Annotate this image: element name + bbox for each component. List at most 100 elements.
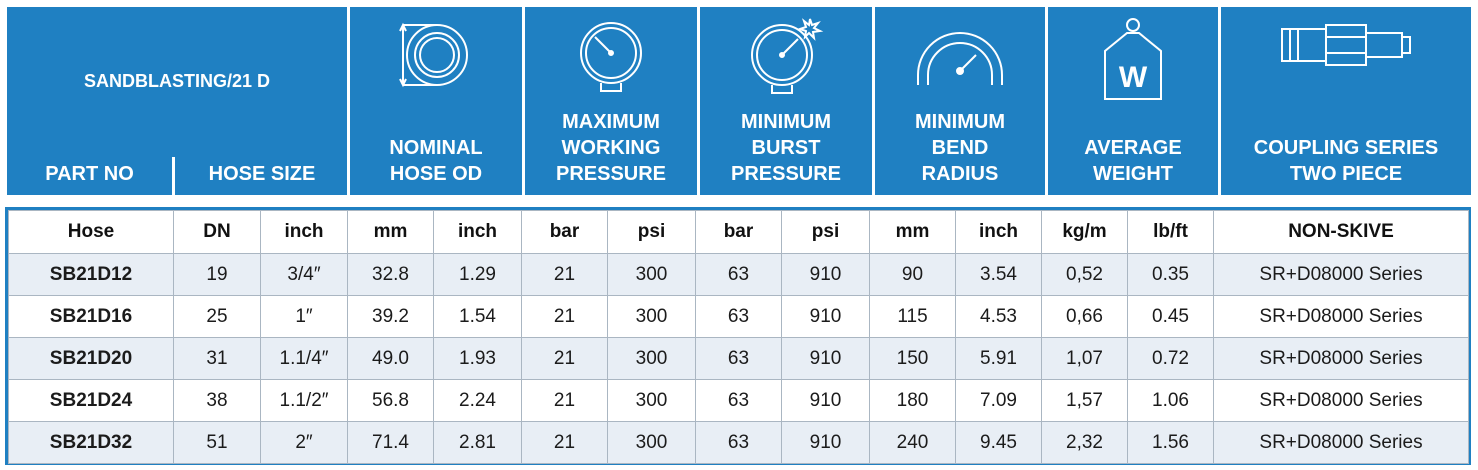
- table-cell: 21: [521, 421, 608, 464]
- part-number-cell: SB21D12: [8, 253, 174, 296]
- unit-cell: bar: [521, 210, 608, 254]
- table-cell: 2.81: [433, 421, 522, 464]
- table-cell: 21: [521, 379, 608, 422]
- table-cell: SR+D08000 Series: [1213, 337, 1469, 380]
- header-title-cell: SANDBLASTING/21 D PART NO HOSE SIZE: [7, 7, 347, 202]
- table-cell: 1.1/2″: [260, 379, 348, 422]
- coupling-icon: [1281, 24, 1411, 66]
- product-title: SANDBLASTING/21 D: [83, 71, 271, 91]
- table-cell: 7.09: [955, 379, 1042, 422]
- table-row: SB21D24 38 1.1/2″ 56.8 2.24 21 300 63 910 180 7.09…: [8, 379, 1469, 422]
- max-wp-label: MAXIMUM WORKING PRESSURE: [555, 111, 667, 185]
- unit-cell: mm: [347, 210, 434, 254]
- spec-grid: Hose DN inch mm inch bar psi bar psi mm …: [8, 210, 1469, 464]
- table-row: SB21D20 31 1.1/4″ 49.0 1.93 21 300 63 910 150 5.91…: [8, 337, 1469, 380]
- nominal-od-label: NOMINAL HOSE OD: [389, 137, 483, 185]
- table-cell: 910: [781, 379, 870, 422]
- table-cell: 910: [781, 337, 870, 380]
- part-number-cell: SB21D32: [8, 421, 174, 464]
- weight-icon-letter: W: [1119, 61, 1148, 94]
- table-cell: 21: [521, 337, 608, 380]
- weight-icon: W: [1104, 18, 1162, 100]
- table-cell: SR+D08000 Series: [1213, 421, 1469, 464]
- table-cell: 63: [695, 253, 782, 296]
- table-cell: 1.29: [433, 253, 522, 296]
- table-cell: 1.93: [433, 337, 522, 380]
- table-cell: 300: [607, 253, 696, 296]
- table-cell: 300: [607, 421, 696, 464]
- table-cell: 3.54: [955, 253, 1042, 296]
- table-cell: 31: [173, 337, 261, 380]
- table-row: SB21D32 51 2″ 71.4 2.81 21 300 63 910 240 9.45 2,32…: [8, 421, 1469, 464]
- unit-cell: Hose: [8, 210, 174, 254]
- unit-cell: bar: [695, 210, 782, 254]
- table-cell: 1″: [260, 295, 348, 338]
- unit-cell: kg/m: [1041, 210, 1128, 254]
- table-cell: 5.91: [955, 337, 1042, 380]
- table-cell: 49.0: [347, 337, 434, 380]
- header-divider: [172, 157, 175, 202]
- avg-weight-label: AVERAGE WEIGHT: [1084, 137, 1182, 185]
- table-cell: 0.72: [1127, 337, 1214, 380]
- table-cell: 71.4: [347, 421, 434, 464]
- header-nominal-od: NOMINAL HOSE OD: [350, 7, 522, 195]
- table-cell: 2.24: [433, 379, 522, 422]
- table-cell: 38: [173, 379, 261, 422]
- table-cell: 63: [695, 295, 782, 338]
- table-cell: 115: [869, 295, 956, 338]
- table-cell: SR+D08000 Series: [1213, 379, 1469, 422]
- header-min-burst-pressure: MINIMUM BURST PRESSURE: [700, 7, 872, 195]
- table-cell: 2,32: [1041, 421, 1128, 464]
- unit-cell: DN: [173, 210, 261, 254]
- table-cell: 0,52: [1041, 253, 1128, 296]
- table-cell: 32.8: [347, 253, 434, 296]
- part-number-cell: SB21D16: [8, 295, 174, 338]
- table-cell: 39.2: [347, 295, 434, 338]
- table-cell: 3/4″: [260, 253, 348, 296]
- table-cell: 21: [521, 253, 608, 296]
- coupling-label: COUPLING SERIES TWO PIECE: [1253, 137, 1439, 185]
- table-header: SANDBLASTING/21 D PART NO HOSE SIZE NOMI…: [0, 0, 1478, 202]
- unit-cell: psi: [607, 210, 696, 254]
- header-min-bend-radius: MINIMUM BEND RADIUS: [875, 7, 1045, 195]
- unit-cell: lb/ft: [1127, 210, 1214, 254]
- table-cell: 19: [173, 253, 261, 296]
- table-cell: SR+D08000 Series: [1213, 295, 1469, 338]
- unit-cell: NON-SKIVE: [1213, 210, 1469, 254]
- table-cell: 1.56: [1127, 421, 1214, 464]
- header-max-working-pressure: MAXIMUM WORKING PRESSURE: [525, 7, 697, 195]
- table-cell: 90: [869, 253, 956, 296]
- min-br-label: MINIMUM BEND RADIUS: [915, 111, 1005, 185]
- table-row: SB21D12 19 3/4″ 32.8 1.29 21 300 63 910 90 3.54 0,5…: [8, 253, 1469, 296]
- header-average-weight: W AVERAGE WEIGHT: [1048, 7, 1218, 195]
- spec-table: Hose DN inch mm inch bar psi bar psi mm …: [5, 207, 1471, 465]
- table-cell: 9.45: [955, 421, 1042, 464]
- table-cell: 21: [521, 295, 608, 338]
- table-cell: 300: [607, 295, 696, 338]
- table-cell: 240: [869, 421, 956, 464]
- gauge-icon: [580, 22, 642, 92]
- table-cell: 51: [173, 421, 261, 464]
- table-cell: 910: [781, 253, 870, 296]
- units-row: Hose DN inch mm inch bar psi bar psi mm …: [8, 210, 1469, 254]
- table-cell: 56.8: [347, 379, 434, 422]
- table-cell: 1,07: [1041, 337, 1128, 380]
- table-cell: 63: [695, 421, 782, 464]
- unit-cell: inch: [955, 210, 1042, 254]
- table-cell: 25: [173, 295, 261, 338]
- table-cell: 1.54: [433, 295, 522, 338]
- unit-cell: mm: [869, 210, 956, 254]
- part-number-cell: SB21D20: [8, 337, 174, 380]
- hose-size-label: HOSE SIZE: [208, 163, 316, 185]
- table-cell: 910: [781, 421, 870, 464]
- table-cell: SR+D08000 Series: [1213, 253, 1469, 296]
- unit-cell: psi: [781, 210, 870, 254]
- table-cell: 0.35: [1127, 253, 1214, 296]
- min-bp-label: MINIMUM BURST PRESSURE: [730, 111, 842, 185]
- table-row: SB21D16 25 1″ 39.2 1.54 21 300 63 910 115 4.53 0,66…: [8, 295, 1469, 338]
- header-coupling-series: COUPLING SERIES TWO PIECE: [1221, 7, 1471, 195]
- table-cell: 0,66: [1041, 295, 1128, 338]
- table-cell: 0.45: [1127, 295, 1214, 338]
- unit-cell: inch: [433, 210, 522, 254]
